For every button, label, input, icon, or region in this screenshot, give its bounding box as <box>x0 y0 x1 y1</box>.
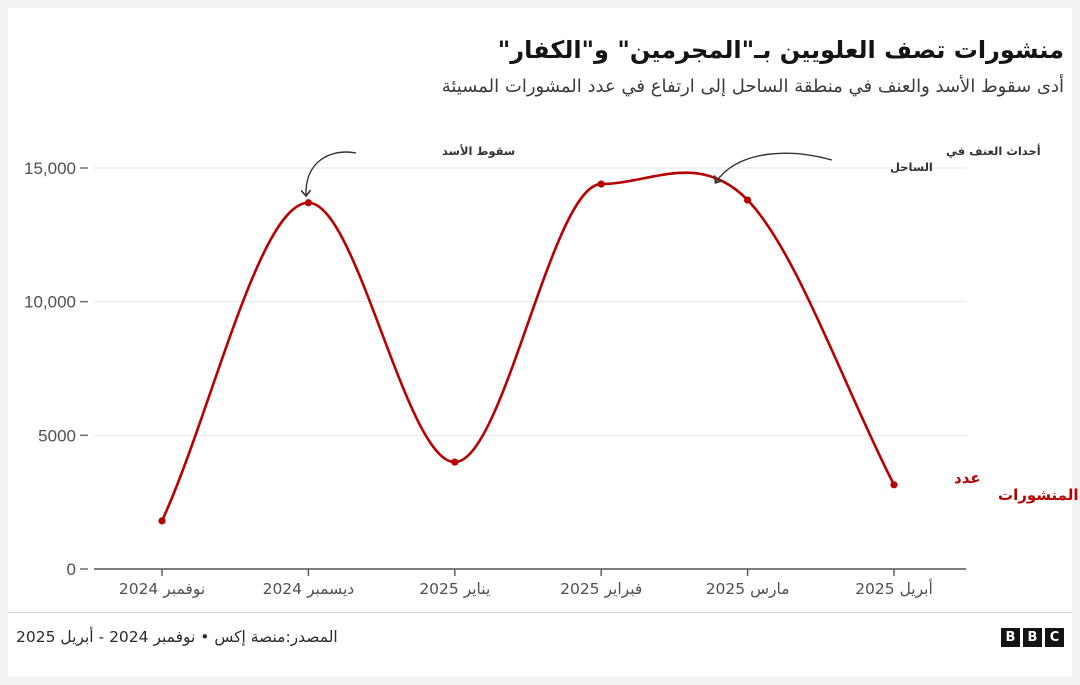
chart-title: منشورات تصف العلويين بـ"المجرمين" و"الكف… <box>497 36 1064 64</box>
logo-letter: C <box>1045 628 1064 647</box>
data-point <box>158 517 166 525</box>
line-chart: 0 5000 10,000 15,000 نوفمبر 2024 ديسمبر 2024 ي… <box>24 143 1078 598</box>
data-point <box>890 481 898 489</box>
x-tick-label: مارس 2025 <box>706 580 790 598</box>
data-point <box>744 196 752 204</box>
x-tick-label: نوفمبر 2024 <box>119 580 205 598</box>
data-point <box>597 180 605 188</box>
x-tick-label: ديسمبر 2024 <box>263 580 355 598</box>
x-tick-label: أبريل 2025 <box>855 578 933 598</box>
series-label: عددالمنشورات <box>954 469 1078 504</box>
annotation-arrow <box>716 152 833 182</box>
y-tick-label: 15,000 <box>24 159 76 178</box>
y-tick-label: 5000 <box>38 426 76 445</box>
chart-subtitle: أدى سقوط الأسد والعنف في منطقة الساحل إل… <box>441 76 1064 97</box>
x-tick-label: فبراير 2025 <box>560 580 642 598</box>
chart-card <box>8 8 1072 677</box>
annotation-arrow <box>306 151 357 195</box>
y-tick-label: 10,000 <box>24 293 76 312</box>
annotation-label: سقوط الأسد <box>442 144 515 159</box>
data-point <box>451 458 459 466</box>
data-point <box>304 199 312 207</box>
annotation-label: أحداث العنف في الساحل <box>890 143 1041 174</box>
series-line <box>160 171 896 522</box>
x-tick-label: يناير 2025 <box>419 580 490 598</box>
y-tick-label: 0 <box>67 560 76 579</box>
logo-letter: B <box>1023 628 1042 647</box>
logo-letter: B <box>1001 628 1020 647</box>
source-note: المصدر:منصة إكس • نوفمبر 2024 - أبريل 20… <box>16 628 338 646</box>
bbc-logo: B B C <box>1001 628 1064 647</box>
footer-divider <box>8 612 1072 613</box>
